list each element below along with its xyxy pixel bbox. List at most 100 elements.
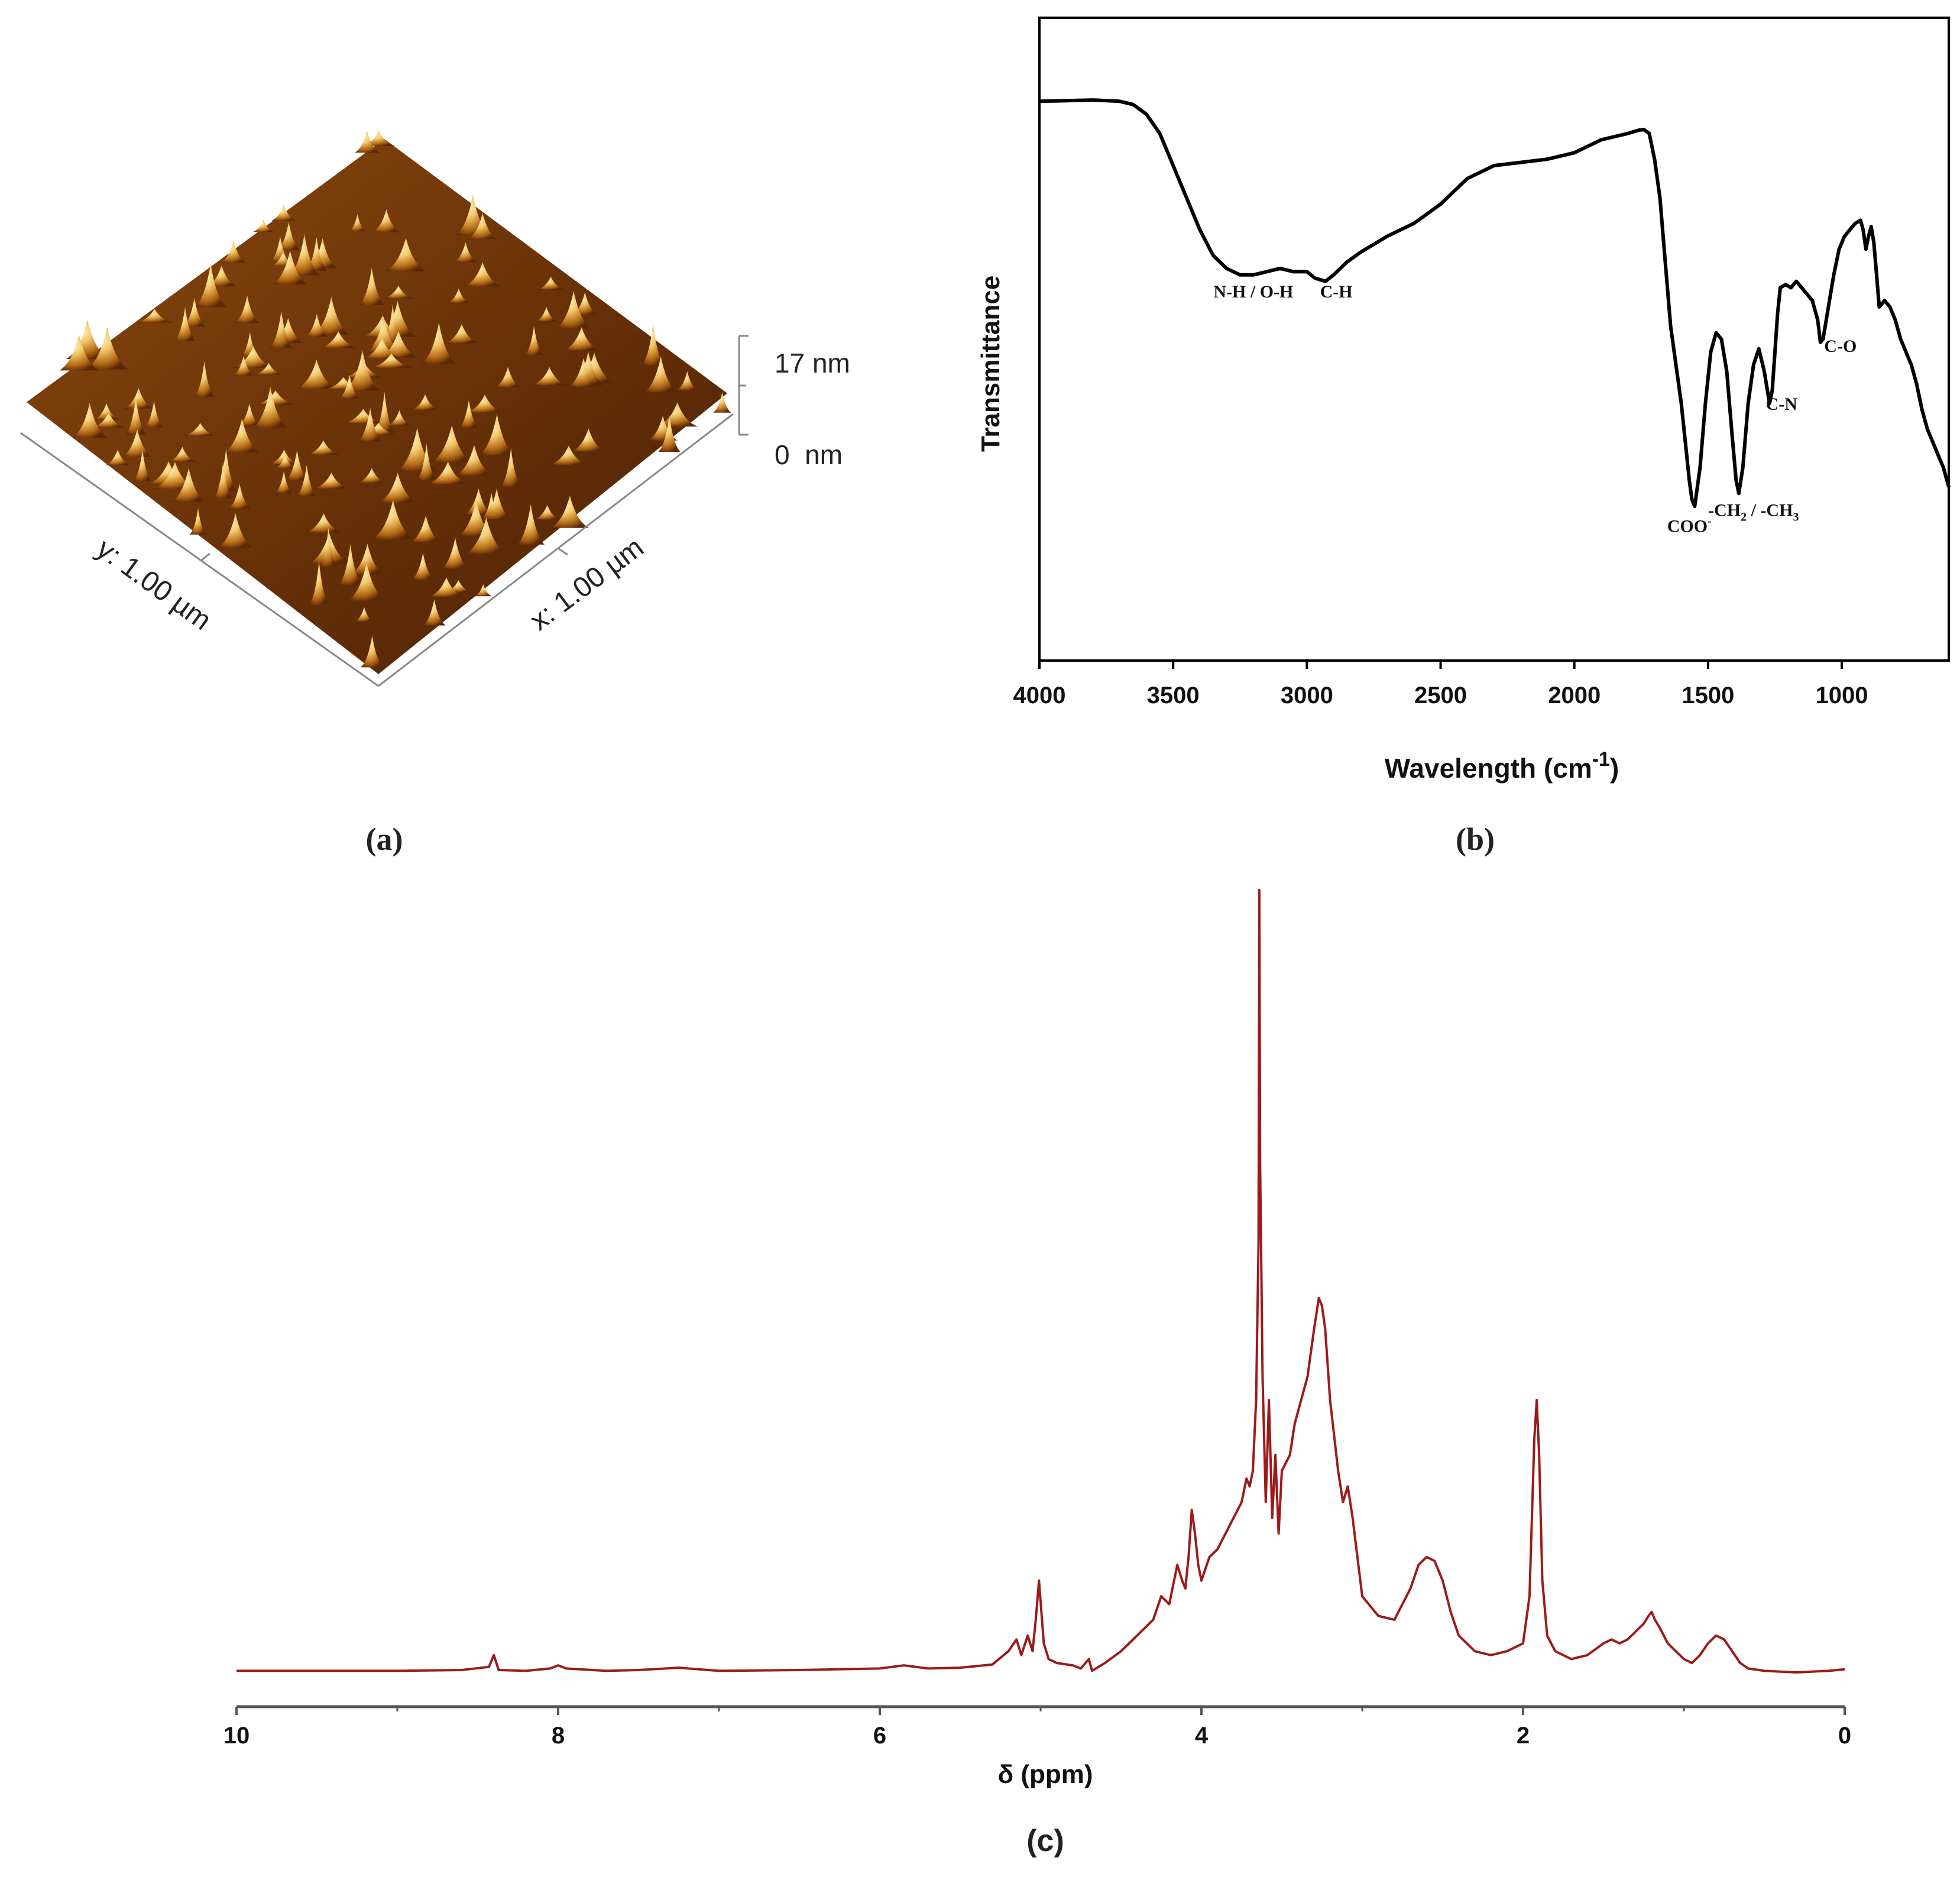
afm-peak — [218, 513, 253, 548]
nmr-x-tick-label: 0 — [1838, 1723, 1851, 1749]
afm-peak — [277, 222, 300, 250]
afm-peak — [372, 500, 414, 540]
afm-peak — [370, 353, 413, 368]
nmr-x-tick-label: 8 — [552, 1723, 565, 1749]
afm-peak — [289, 234, 320, 276]
afm-peak — [459, 400, 479, 428]
afm-surface — [27, 139, 727, 674]
ftir-x-tick-label: 3000 — [1281, 682, 1333, 708]
afm-peak — [349, 214, 366, 232]
afm-peak — [133, 449, 152, 481]
afm-peak — [359, 267, 385, 306]
afm-peak — [273, 250, 308, 284]
afm-z-min-label: 0 nm — [775, 439, 843, 470]
ftir-annotations: N-H / O-H C-H COO--CH2 / -CH3 C-N C-O — [1213, 282, 1857, 536]
ftir-x-ticks: 4000 3500 3000 2500 2000 1500 1000 — [1013, 661, 1868, 708]
afm-peak — [313, 473, 349, 489]
afm-peak — [568, 358, 599, 387]
ftir-annotation: N-H / O-H — [1213, 282, 1293, 302]
afm-peak — [482, 488, 511, 520]
afm-peak — [221, 240, 247, 263]
afm-peak — [169, 446, 196, 462]
afm-peak — [253, 386, 288, 428]
afm-peak — [144, 400, 164, 428]
afm-peak — [306, 513, 342, 533]
afm-peak — [466, 517, 507, 554]
afm-peak — [286, 449, 309, 481]
afm-peak — [464, 262, 501, 287]
afm-peak — [297, 464, 317, 497]
afm-peak — [92, 412, 125, 428]
afm-frame-left — [20, 432, 379, 687]
afm-peak — [550, 495, 589, 528]
afm-peak — [468, 213, 498, 240]
afm-peak — [72, 403, 107, 438]
nmr-panel: 10 8 6 4 2 0 δ (ppm) (c) — [223, 889, 1851, 1858]
nmr-x-tick-label: 4 — [1195, 1723, 1209, 1749]
afm-peak — [86, 327, 128, 370]
afm-peak — [207, 265, 237, 287]
afm-peak — [174, 307, 196, 341]
afm-peak — [427, 461, 469, 484]
afm-peak — [571, 428, 605, 452]
ftir-annotation: C-O — [1824, 336, 1857, 356]
panel-c-caption: (c) — [1026, 1824, 1064, 1858]
nmr-x-tick-label: 6 — [873, 1723, 886, 1749]
nmr-x-tick-label: 2 — [1517, 1723, 1530, 1749]
afm-peak — [271, 205, 297, 221]
afm-peak — [644, 356, 678, 393]
afm-peak — [534, 504, 561, 520]
afm-peak — [375, 391, 394, 433]
afm-peak — [228, 483, 251, 509]
ftir-x-tick-label: 2000 — [1548, 682, 1601, 708]
ftir-x-axis-label: Wavelength (cm-1) — [1385, 748, 1619, 784]
afm-peak — [320, 331, 357, 348]
afm-peaks — [59, 130, 731, 668]
afm-peak — [388, 410, 411, 426]
nmr-spectrum-line — [237, 889, 1845, 1674]
ftir-annotation: C-H — [1320, 282, 1353, 302]
afm-peak — [255, 390, 296, 405]
ftir-annotation: C-N — [1766, 394, 1798, 414]
ftir-spectrum-line — [1039, 98, 1951, 509]
afm-peak — [532, 367, 568, 386]
ftir-annotation: COO- — [1667, 515, 1712, 536]
afm-peak — [642, 323, 665, 365]
afm-peak — [344, 409, 383, 423]
nmr-x-axis-label: δ (ppm) — [997, 1760, 1093, 1789]
afm-peak — [270, 236, 290, 261]
afm-peak — [442, 537, 469, 569]
afm-peak — [556, 290, 591, 329]
afm-peak — [656, 402, 698, 427]
afm-peak — [213, 462, 232, 499]
afm-peak — [183, 297, 206, 327]
afm-peak — [355, 607, 374, 622]
ftir-panel: 4000 3500 3000 2500 2000 1500 1000 N-H / O-H C-… — [976, 17, 1951, 857]
afm-y-tick — [200, 552, 210, 562]
afm-peak — [105, 449, 131, 465]
afm-peak — [412, 552, 435, 580]
afm-peak — [537, 276, 565, 290]
afm-peak — [501, 447, 521, 487]
afm-peak — [354, 130, 380, 153]
afm-peak — [313, 296, 349, 335]
afm-peak — [93, 403, 119, 420]
afm-peak — [412, 394, 439, 410]
afm-peak — [194, 361, 215, 397]
afm-peak — [658, 415, 681, 452]
panel-b-caption: (b) — [1456, 821, 1495, 857]
afm-peak — [563, 327, 600, 351]
afm-peak — [195, 263, 226, 307]
afm-peak — [384, 286, 413, 299]
afm-peak — [378, 473, 417, 503]
nmr-x-ticks: 10 8 6 4 2 0 — [223, 1707, 1851, 1749]
afm-peak — [184, 423, 216, 436]
afm-peak — [305, 313, 328, 337]
ftir-y-axis-label: Transmittance — [976, 276, 1005, 452]
afm-peak — [239, 403, 260, 426]
afm-frame-right — [378, 413, 734, 687]
afm-peak — [536, 306, 557, 322]
afm-peak — [417, 443, 436, 480]
afm-peak — [233, 355, 254, 376]
